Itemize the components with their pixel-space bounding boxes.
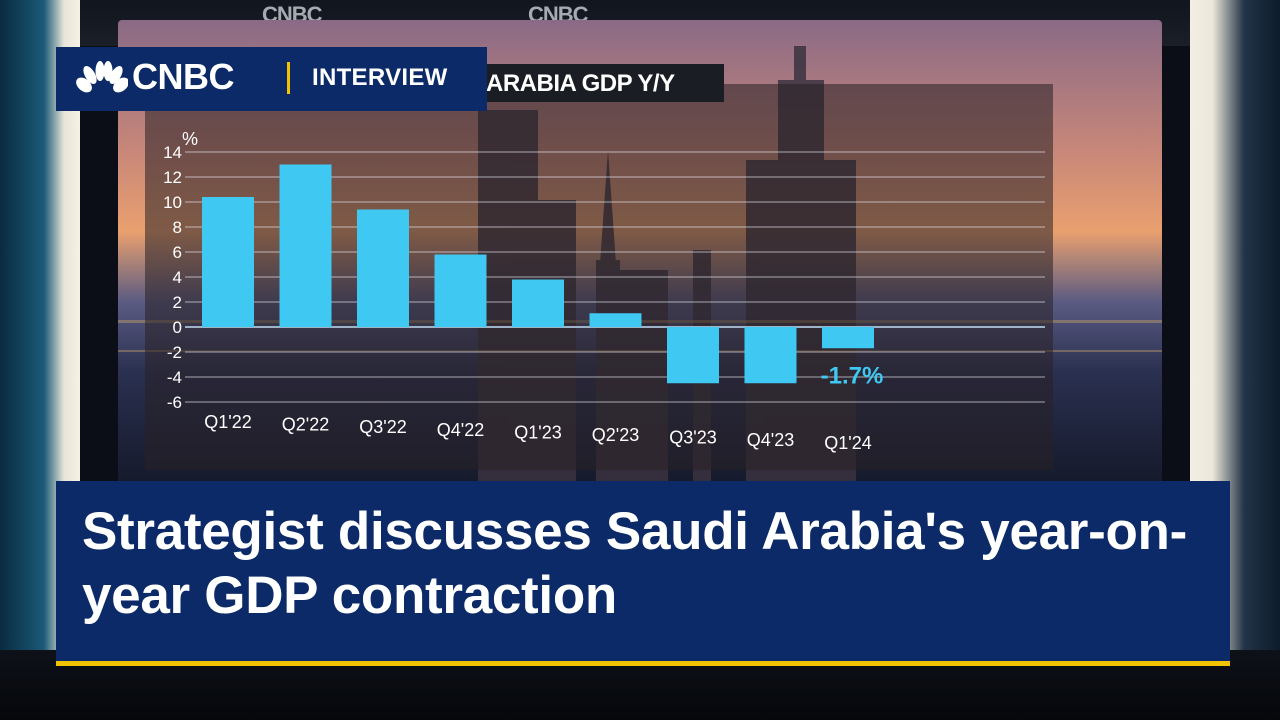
- y-tick-label: 0: [173, 318, 182, 337]
- brand-separator: [287, 62, 290, 94]
- x-tick-label: Q4'23: [747, 430, 794, 450]
- headline-text: Strategist discusses Saudi Arabia's year…: [82, 502, 1187, 625]
- y-tick-label: -6: [167, 393, 182, 412]
- data-label-annotation: -1.7%: [821, 362, 884, 389]
- chart-title: ARABIA GDP Y/Y: [486, 70, 675, 97]
- bar-Q2'22: [279, 164, 332, 327]
- x-tick-label: Q1'22: [204, 412, 251, 432]
- y-tick-label: 14: [163, 143, 182, 162]
- y-tick-label: 8: [173, 218, 182, 237]
- bar-Q4'22: [434, 254, 487, 327]
- y-tick-label: 10: [163, 193, 182, 212]
- x-tick-label: Q2'23: [592, 425, 639, 445]
- x-tick-label: Q3'23: [669, 428, 716, 448]
- cnbc-logo-text: CNBC: [132, 56, 235, 97]
- cnbc-brand-bar: [56, 47, 487, 111]
- y-tick-label: 12: [163, 168, 182, 187]
- chart-title-background: [476, 64, 724, 102]
- y-tick-label: 4: [173, 268, 182, 287]
- bar-Q4'23: [744, 327, 797, 384]
- x-tick-label: Q1'23: [514, 422, 561, 442]
- bar-Q1'23: [512, 279, 564, 327]
- segment-label: INTERVIEW: [312, 64, 448, 91]
- y-tick-label: -4: [167, 368, 182, 387]
- bar-Q2'23: [589, 313, 642, 327]
- x-tick-label: Q2'22: [282, 415, 329, 435]
- headline-banner: [56, 481, 1230, 661]
- x-tick-label: Q1'24: [824, 433, 871, 453]
- x-tick-label: Q3'22: [359, 417, 406, 437]
- bar-Q1'24: [822, 327, 874, 349]
- y-tick-label: 6: [173, 243, 182, 262]
- cnbc-peacock-icon: [76, 61, 128, 93]
- bar-Q3'23: [667, 327, 719, 384]
- y-tick-label: 2: [173, 293, 182, 312]
- bar-Q3'22: [357, 209, 409, 327]
- y-tick-label: -2: [167, 343, 182, 362]
- bar-Q1'22: [202, 197, 254, 327]
- x-tick-label: Q4'22: [437, 420, 484, 440]
- y-axis-unit-label: %: [182, 129, 198, 149]
- headline-accent-stripe: [56, 661, 1230, 666]
